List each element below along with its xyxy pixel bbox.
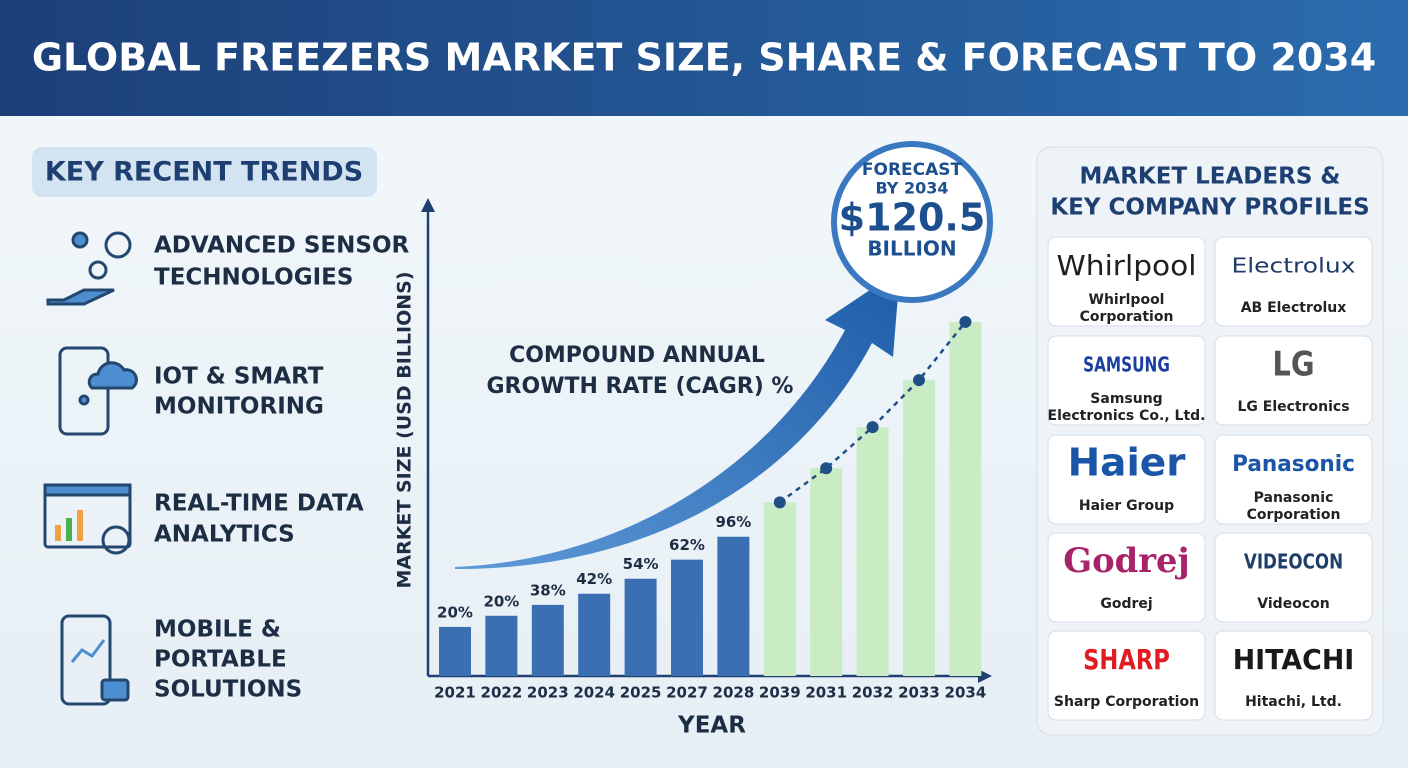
bar [717,536,750,676]
trend-label: ADVANCED SENSOR [154,233,410,259]
x-tick-label: 2021 [434,684,476,702]
company-name: Videocon [1257,596,1329,612]
companies-title: MARKET LEADERS & [1080,164,1341,190]
trend-label: MOBILE & [154,617,281,643]
trend-label: TECHNOLOGIES [154,265,353,291]
x-tick-label: 2032 [852,684,894,702]
growth-arrow [455,270,900,570]
company-logo: SAMSUNG [1083,353,1170,377]
bar [531,604,564,676]
bar [810,468,843,676]
company-logo: Whirlpool [1057,249,1197,282]
company-name: Corporation [1247,507,1341,523]
company-name: Electronics Co., Ltd. [1048,408,1206,424]
bar [624,578,657,676]
forecast-text: BY 2034 [875,179,948,198]
bar [485,615,518,676]
bar-label: 20% [483,592,519,610]
company-name: AB Electrolux [1241,300,1347,316]
x-tick-label: 2039 [759,684,801,702]
x-tick-label: 2024 [573,684,615,702]
company-card [1214,630,1373,721]
bar [763,502,796,676]
trends-badge [32,147,377,197]
x-tick-label: 2022 [481,684,523,702]
trend-dot [820,462,833,475]
trend-label: SOLUTIONS [154,677,302,703]
company-card [1214,434,1373,525]
company-card [1214,335,1373,426]
x-axis-title: YEAR [677,713,746,739]
x-tick-label: 2031 [805,684,847,702]
trend-icons [43,231,138,706]
company-logo: SHARP [1083,643,1170,676]
x-tick-label: 2025 [620,684,662,702]
trend-label: IOT & SMART [154,364,324,390]
company-card [1214,532,1373,623]
bar-label: 42% [576,570,612,588]
company-logo: LG [1272,345,1314,385]
bar-label: 62% [669,536,705,554]
company-name: Samsung [1090,391,1162,407]
trend-dot [913,374,925,387]
company-name: Hitachi, Ltd. [1245,694,1342,710]
trend-label: PORTABLE [154,647,287,673]
trends-title: KEY RECENT TRENDS [45,157,363,188]
company-name: Haier Group [1079,498,1174,514]
bar [671,559,703,676]
forecast-badge [831,141,993,303]
x-tick-label: 2034 [945,684,987,702]
companies-title: KEY COMPANY PROFILES [1050,195,1369,221]
bar [578,593,611,676]
company-card [1047,434,1206,525]
trend-label: ANALYTICS [154,522,295,548]
company-name: LG Electronics [1237,399,1349,415]
company-card [1047,630,1206,721]
forecast-value: $120.5 [839,196,986,240]
bar [856,427,889,676]
bar-label: 54% [623,555,659,573]
company-card [1047,532,1206,623]
x-tick-label: 2033 [898,684,940,702]
trend-line [779,321,967,504]
company-card [1047,335,1206,426]
company-name: Panasonic [1254,490,1334,506]
forecast-text: BILLION [867,237,956,261]
company-logo: VIDEOCON [1244,550,1343,574]
header-band [0,0,1408,116]
x-tick-label: 2023 [527,684,569,702]
bar [949,321,982,676]
bar [903,380,935,676]
bar-label: 38% [530,581,566,599]
x-tick-label: 2027 [666,684,708,702]
company-name: Godrej [1100,596,1152,612]
x-tick-label: 2028 [713,684,755,702]
bar-label: 96% [715,513,751,531]
company-card [1214,236,1373,327]
bar [439,626,471,676]
trend-dot [959,315,972,328]
x-axis-arrow [978,669,992,683]
y-axis-title: MARKET SIZE (USD BILLIONS) [394,271,416,588]
company-logo: Panasonic [1232,452,1355,477]
company-logo: Electrolux [1232,254,1356,278]
page-title: GLOBAL FREEZERS MARKET SIZE, SHARE & FOR… [32,36,1376,80]
trend-label: MONITORING [154,394,324,420]
company-logo: HITACHI [1233,643,1355,676]
trend-dot [866,421,879,434]
trend-label: REAL-TIME DATA [154,491,364,517]
company-logo: Haier [1068,441,1186,485]
bar-label: 20% [437,603,473,621]
forecast-text: FORECAST [862,160,963,180]
company-logo: Godrej [1063,541,1189,581]
y-axis-arrow [421,198,435,212]
trend-dot [773,496,786,509]
company-name: Sharp Corporation [1054,694,1199,710]
company-card [1047,236,1206,327]
company-name: Whirlpool [1089,292,1165,308]
company-name: Corporation [1080,309,1174,325]
annotation-line: GROWTH RATE (CAGR) % [487,374,794,399]
annotation-line: COMPOUND ANNUAL [509,343,765,368]
